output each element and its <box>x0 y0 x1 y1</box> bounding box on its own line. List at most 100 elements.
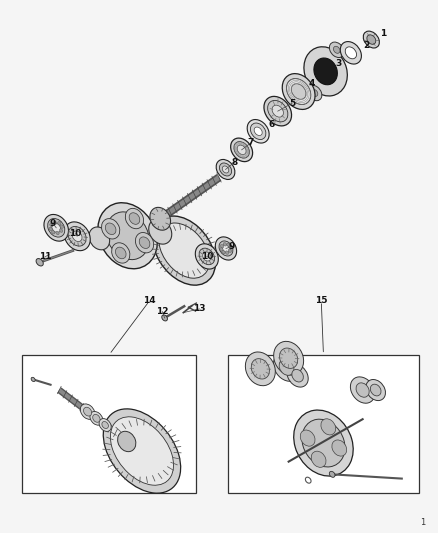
Ellipse shape <box>340 42 361 64</box>
Text: 1: 1 <box>420 519 426 527</box>
Ellipse shape <box>72 231 82 241</box>
Ellipse shape <box>31 377 35 382</box>
Ellipse shape <box>307 85 322 101</box>
Ellipse shape <box>105 223 116 235</box>
Ellipse shape <box>223 243 226 246</box>
Ellipse shape <box>282 74 315 109</box>
Ellipse shape <box>222 251 225 254</box>
Ellipse shape <box>68 227 86 246</box>
Ellipse shape <box>102 422 109 429</box>
Ellipse shape <box>227 243 230 247</box>
Text: 6: 6 <box>268 120 275 129</box>
Ellipse shape <box>273 353 300 381</box>
Ellipse shape <box>314 58 337 85</box>
Text: 1: 1 <box>380 29 387 38</box>
Ellipse shape <box>292 369 304 382</box>
Ellipse shape <box>36 259 43 266</box>
Text: 9: 9 <box>49 219 56 228</box>
Ellipse shape <box>64 222 90 251</box>
Ellipse shape <box>60 229 63 232</box>
Ellipse shape <box>219 163 232 176</box>
Ellipse shape <box>264 96 292 126</box>
Ellipse shape <box>220 248 223 251</box>
Ellipse shape <box>229 246 232 249</box>
Ellipse shape <box>222 166 229 173</box>
Ellipse shape <box>245 352 276 386</box>
Ellipse shape <box>234 142 249 158</box>
Ellipse shape <box>286 78 311 104</box>
Text: 15: 15 <box>315 296 328 305</box>
Text: 9: 9 <box>229 242 235 251</box>
Ellipse shape <box>279 359 294 375</box>
Ellipse shape <box>203 252 211 261</box>
Ellipse shape <box>222 245 230 253</box>
Ellipse shape <box>321 419 336 435</box>
Ellipse shape <box>226 251 229 254</box>
Ellipse shape <box>162 315 167 321</box>
Ellipse shape <box>199 248 215 265</box>
Ellipse shape <box>363 31 379 48</box>
Ellipse shape <box>50 223 53 227</box>
Text: 7: 7 <box>247 139 254 148</box>
Ellipse shape <box>329 471 335 478</box>
Ellipse shape <box>254 127 262 135</box>
Ellipse shape <box>279 348 298 368</box>
Ellipse shape <box>231 138 253 161</box>
Ellipse shape <box>305 477 311 483</box>
Ellipse shape <box>216 159 235 180</box>
Ellipse shape <box>268 100 288 122</box>
Ellipse shape <box>139 237 150 248</box>
Ellipse shape <box>251 359 269 379</box>
Bar <box>228 354 419 494</box>
Ellipse shape <box>302 419 345 467</box>
Ellipse shape <box>93 414 100 422</box>
Text: 10: 10 <box>201 253 214 262</box>
Ellipse shape <box>102 219 120 239</box>
Text: 4: 4 <box>309 79 315 88</box>
Ellipse shape <box>106 212 149 260</box>
Ellipse shape <box>356 383 369 397</box>
Ellipse shape <box>304 47 347 96</box>
Ellipse shape <box>367 35 376 44</box>
Ellipse shape <box>52 223 61 232</box>
Bar <box>22 354 196 494</box>
Ellipse shape <box>129 213 140 224</box>
Ellipse shape <box>103 409 180 493</box>
Ellipse shape <box>237 145 246 155</box>
Ellipse shape <box>333 46 340 53</box>
Ellipse shape <box>150 207 170 230</box>
Ellipse shape <box>345 47 357 59</box>
Ellipse shape <box>80 404 95 419</box>
Ellipse shape <box>60 225 64 228</box>
Ellipse shape <box>274 341 304 375</box>
Text: 13: 13 <box>193 304 206 313</box>
Ellipse shape <box>291 84 306 99</box>
Ellipse shape <box>84 407 92 416</box>
Ellipse shape <box>311 90 318 96</box>
Ellipse shape <box>247 119 269 143</box>
Text: 8: 8 <box>232 158 238 166</box>
Ellipse shape <box>149 219 172 244</box>
Ellipse shape <box>311 451 326 467</box>
Ellipse shape <box>125 208 144 229</box>
Ellipse shape <box>116 247 126 259</box>
Ellipse shape <box>294 410 353 476</box>
Text: 2: 2 <box>363 42 369 51</box>
Ellipse shape <box>112 243 130 263</box>
Ellipse shape <box>350 377 375 403</box>
Ellipse shape <box>153 216 215 285</box>
Ellipse shape <box>135 232 154 253</box>
Ellipse shape <box>332 440 346 456</box>
Ellipse shape <box>366 379 385 401</box>
Ellipse shape <box>287 364 308 387</box>
Text: 14: 14 <box>143 296 155 305</box>
Ellipse shape <box>371 384 381 396</box>
Ellipse shape <box>58 222 61 225</box>
Ellipse shape <box>48 219 65 237</box>
Ellipse shape <box>251 123 266 140</box>
Ellipse shape <box>53 221 57 224</box>
Ellipse shape <box>56 231 59 235</box>
Text: 11: 11 <box>39 253 51 262</box>
Ellipse shape <box>272 105 283 117</box>
Text: 10: 10 <box>69 229 81 238</box>
